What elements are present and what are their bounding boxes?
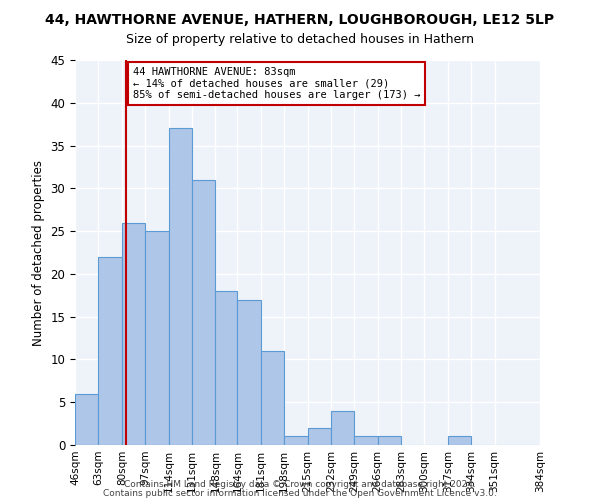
Text: Size of property relative to detached houses in Hathern: Size of property relative to detached ho… — [126, 32, 474, 46]
Bar — [354, 436, 377, 445]
Bar — [331, 411, 354, 445]
Bar — [169, 128, 192, 445]
Bar — [377, 436, 401, 445]
Bar — [75, 394, 98, 445]
Text: 44, HAWTHORNE AVENUE, HATHERN, LOUGHBOROUGH, LE12 5LP: 44, HAWTHORNE AVENUE, HATHERN, LOUGHBORO… — [46, 12, 554, 26]
Text: Contains public sector information licensed under the Open Government Licence v3: Contains public sector information licen… — [103, 488, 497, 498]
Bar — [284, 436, 308, 445]
Bar — [215, 291, 238, 445]
Bar — [122, 222, 145, 445]
Bar — [448, 436, 471, 445]
Bar — [261, 351, 284, 445]
Bar — [145, 231, 169, 445]
Bar — [98, 257, 122, 445]
Bar — [192, 180, 215, 445]
Text: 44 HAWTHORNE AVENUE: 83sqm
← 14% of detached houses are smaller (29)
85% of semi: 44 HAWTHORNE AVENUE: 83sqm ← 14% of deta… — [133, 67, 420, 100]
Bar — [238, 300, 261, 445]
Y-axis label: Number of detached properties: Number of detached properties — [32, 160, 45, 346]
Bar — [308, 428, 331, 445]
Text: Contains HM Land Registry data © Crown copyright and database right 2024.: Contains HM Land Registry data © Crown c… — [124, 480, 476, 489]
